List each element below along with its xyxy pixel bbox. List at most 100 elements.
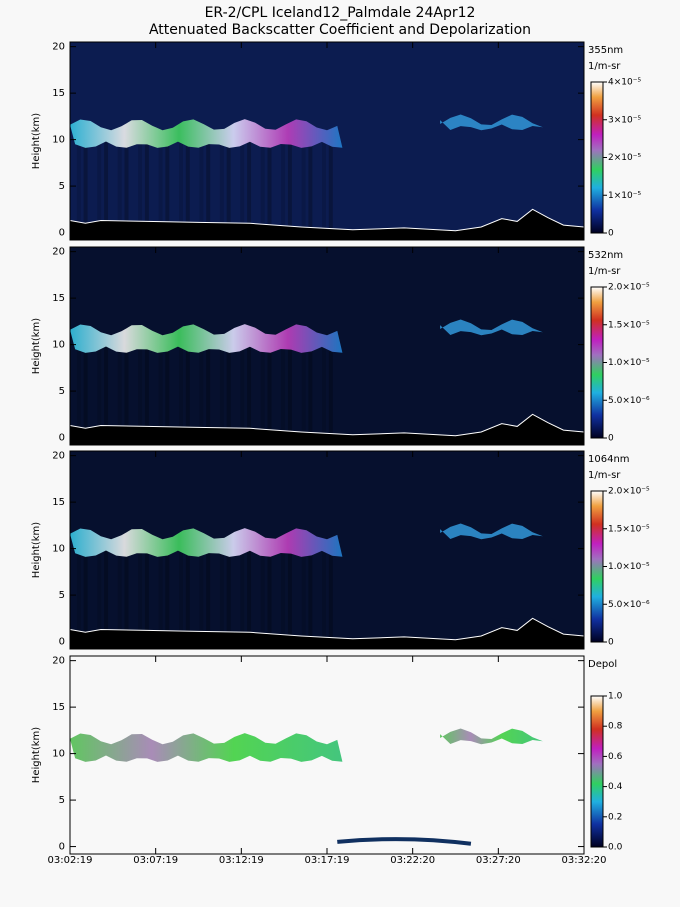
curtain-streak: [226, 344, 231, 438]
curtain-streak: [308, 548, 313, 642]
curtain-streak: [328, 548, 333, 642]
surface: [70, 209, 584, 240]
y-tick-label: 15: [52, 88, 65, 99]
y-axis-label: Height(km): [31, 522, 42, 578]
curtain-streak: [247, 548, 252, 642]
y-axis-label: Height(km): [31, 318, 42, 374]
curtain-streak: [308, 139, 313, 233]
curtain-streak: [240, 344, 245, 438]
curtain-streak: [165, 548, 170, 642]
x-tick-label: 03:02:19: [48, 855, 93, 866]
colorbar-tick-label: 0.2: [608, 812, 622, 822]
curtain-streak: [206, 139, 211, 233]
curtain-streak: [117, 344, 122, 438]
y-tick-label: 20: [52, 656, 65, 667]
y-tick-label: 20: [52, 42, 65, 53]
curtain-streak: [97, 139, 102, 233]
curtain-streak: [178, 548, 183, 642]
curtain-streak: [301, 344, 306, 438]
colorbar-tick-label: 5.0×10⁻⁶: [608, 396, 650, 406]
colorbar-tick-label: 1.5×10⁻⁵: [608, 524, 650, 534]
curtain-streak: [267, 548, 272, 642]
x-tick-label: 03:32:20: [562, 855, 607, 866]
curtain-streak: [76, 344, 81, 438]
y-tick-label: 10: [52, 135, 65, 146]
y-tick-label: 0: [59, 637, 65, 648]
curtain-streak: [165, 344, 170, 438]
curtain-streak: [267, 139, 272, 233]
colorbar-tick-label: 1.0×10⁻⁵: [608, 562, 650, 572]
colorbar-tick-label: 1.0×10⁻⁵: [608, 358, 650, 368]
curtain-streak: [219, 139, 224, 233]
curtain-streak: [104, 139, 109, 233]
cloud-layer: [70, 119, 343, 148]
colorbar-label: 532nm: [588, 250, 623, 261]
y-tick-label: 10: [52, 340, 65, 351]
colorbar-tick-label: 0: [608, 229, 614, 239]
curtain-streak: [260, 139, 265, 233]
x-tick-label: 03:12:19: [219, 855, 264, 866]
curtain-streak: [267, 344, 272, 438]
surface-line: [69, 617, 585, 641]
y-tick-label: 0: [59, 842, 65, 853]
curtain-streak: [76, 139, 81, 233]
curtain-streak: [117, 139, 122, 233]
y-tick-label: 15: [52, 702, 65, 713]
y-tick-label: 5: [59, 795, 65, 806]
curtain-streak: [117, 548, 122, 642]
curtain-streak: [328, 139, 333, 233]
curtain-streak: [240, 139, 245, 233]
colorbar-tick-label: 0: [608, 434, 614, 444]
y-tick-label: 20: [52, 451, 65, 462]
curtain-streak: [321, 344, 326, 438]
colorbar: [590, 695, 604, 848]
y-tick-label: 15: [52, 293, 65, 304]
curtain-streak: [158, 344, 163, 438]
colorbar-label: Depol: [588, 659, 617, 670]
cloud-layer: [440, 319, 543, 336]
curtain-streak: [97, 344, 102, 438]
curtain-streak: [138, 548, 143, 642]
cloud-layer: [440, 523, 543, 540]
curtain-streak: [301, 139, 306, 233]
y-tick-label: 5: [59, 181, 65, 192]
surface: [70, 618, 584, 649]
colorbar-label: 355nm: [588, 45, 623, 56]
colorbar-units: 1/m-sr: [588, 470, 621, 481]
y-tick-label: 5: [59, 590, 65, 601]
curtain-streak: [185, 548, 190, 642]
colorbar-tick-label: 1.0: [608, 692, 623, 702]
curtain-streak: [226, 139, 231, 233]
curtain-streak: [287, 344, 292, 438]
curtain-streak: [260, 344, 265, 438]
surface-depol: [337, 837, 472, 846]
curtain-streak: [83, 139, 88, 233]
cloud-layer: [70, 733, 343, 762]
y-tick-label: 15: [52, 497, 65, 508]
curtain-streak: [158, 548, 163, 642]
colorbar-tick-label: 2.0×10⁻⁵: [608, 283, 650, 293]
curtain-streak: [199, 344, 204, 438]
y-axis-label: Height(km): [31, 113, 42, 169]
curtain-streak: [226, 548, 231, 642]
surface-line: [69, 208, 585, 232]
cloud-layer: [440, 728, 543, 745]
y-tick-label: 0: [59, 433, 65, 444]
surface-line: [69, 413, 585, 437]
curtain-streak: [247, 139, 252, 233]
curtain-streak: [138, 139, 143, 233]
colorbar-tick-label: 2.0×10⁻⁵: [608, 487, 650, 497]
curtain-streak: [76, 548, 81, 642]
curtain-streak: [144, 548, 149, 642]
curtain-streak: [321, 548, 326, 642]
colorbar-units: 1/m-sr: [588, 266, 621, 277]
colorbar-tick-label: 0.4: [608, 782, 623, 792]
colorbar-tick-label: 1×10⁻⁵: [608, 191, 641, 201]
curtain-streak: [124, 548, 129, 642]
curtain-streak: [206, 548, 211, 642]
colorbar-tick-label: 2×10⁻⁵: [608, 153, 641, 163]
curtain-streak: [287, 139, 292, 233]
curtain-streak: [281, 139, 286, 233]
x-tick-label: 03:22:20: [390, 855, 435, 866]
